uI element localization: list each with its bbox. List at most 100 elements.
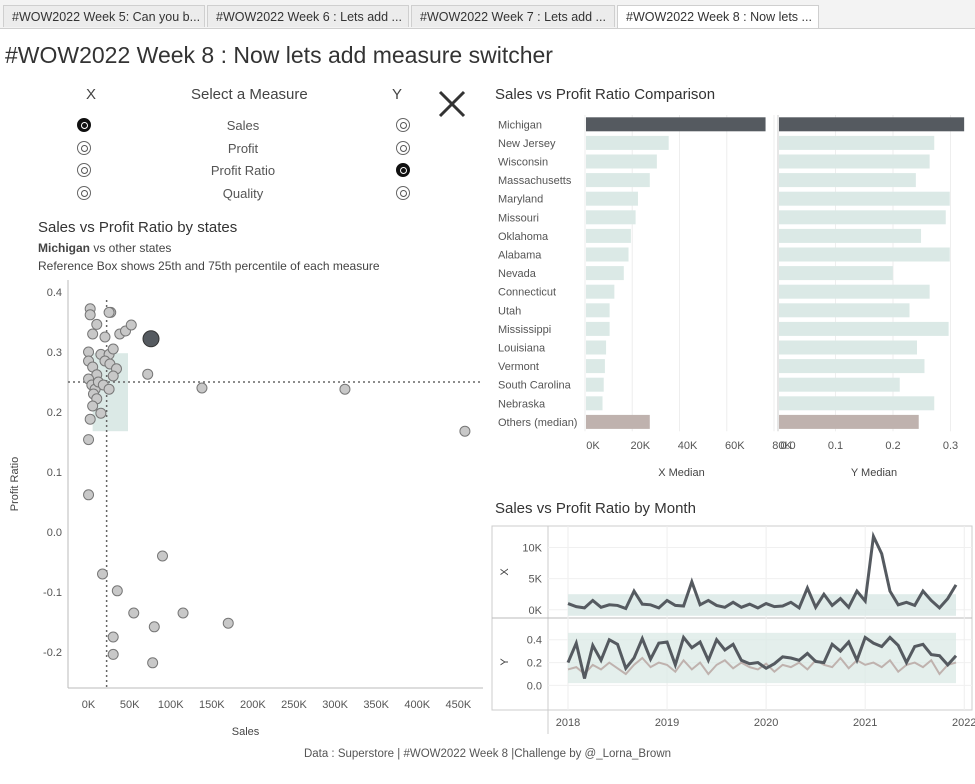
- scatter-subtitle-highlight: Michigan: [38, 241, 91, 255]
- x-radio-quality[interactable]: [77, 186, 91, 200]
- state-label: Michigan: [498, 119, 542, 131]
- state-label: Wisconsin: [498, 157, 548, 169]
- y-median-bar: [779, 303, 910, 318]
- y-tick-label: 0.2: [47, 407, 62, 419]
- scatter-point: [91, 318, 103, 330]
- state-label: Vermont: [498, 361, 539, 373]
- y-tick-label: 0.1: [47, 467, 62, 479]
- x-radio-sales[interactable]: [77, 118, 91, 132]
- x-tick-label: 150K: [199, 699, 225, 711]
- state-label: South Carolina: [498, 380, 572, 392]
- state-label: New Jersey: [498, 138, 556, 150]
- scatter-point: [95, 407, 107, 419]
- y-header: Y: [392, 86, 403, 103]
- scatter-point: [459, 425, 471, 437]
- select-measure-title: Select a Measure: [191, 86, 308, 103]
- scatter-point: [87, 328, 99, 340]
- scatter-point: [111, 585, 123, 597]
- x-median-bar: [586, 284, 615, 299]
- state-label: Oklahoma: [498, 231, 549, 243]
- measure-label-quality: Quality: [222, 186, 264, 201]
- monthly-chart: 2018 2019 2020 2021 2022 10K 5K 0K X 0.4 0.2 0.0 Y: [491, 525, 975, 734]
- scatter-point: [147, 657, 159, 669]
- other-states-band: [568, 632, 956, 684]
- y-panel-label: Y: [499, 658, 511, 666]
- tab-week-8[interactable]: #WOW2022 Week 8 : Now lets ...: [617, 5, 819, 28]
- x-tick-label: 0K: [82, 699, 96, 711]
- x-median-bar: [586, 247, 629, 262]
- tab-week-6[interactable]: #WOW2022 Week 6 : Lets add ...: [207, 5, 409, 27]
- y-median-bar: [779, 321, 949, 336]
- state-label: Nevada: [498, 268, 537, 280]
- scatter-point: [107, 648, 119, 660]
- scatter-point: [107, 370, 119, 382]
- y-median-bar: [779, 247, 950, 262]
- x-median-tick: 80K: [772, 440, 792, 452]
- state-label: Massachusetts: [498, 175, 572, 187]
- scatter-point: [99, 331, 111, 343]
- tab-week-5[interactable]: #WOW2022 Week 5: Can you b...: [3, 5, 205, 27]
- tab-week-7[interactable]: #WOW2022 Week 7 : Lets add ...: [411, 5, 615, 27]
- y-radio-quality[interactable]: [396, 186, 410, 200]
- y-median-tick: 0.0: [780, 440, 795, 452]
- scatter-point: [103, 306, 115, 318]
- y-median-bar: [779, 173, 916, 188]
- x-median-bar: [586, 117, 766, 132]
- monthly-title: Sales vs Profit Ratio by Month: [495, 500, 696, 517]
- scatter-point: [103, 383, 115, 395]
- x-median-tick: 0K: [586, 440, 600, 452]
- x-median-bar: [586, 135, 669, 150]
- state-label: Mississippi: [498, 324, 551, 336]
- x-tick: 10K: [522, 543, 542, 555]
- y-radio-profit[interactable]: [396, 141, 410, 155]
- x-header: X: [86, 86, 97, 103]
- x-radio-profit-ratio[interactable]: [77, 163, 91, 177]
- state-label: Others (median): [498, 417, 577, 429]
- x-median-tick: 20K: [630, 440, 650, 452]
- y-radio-profit-ratio[interactable]: [396, 163, 410, 177]
- x-tick: 5K: [529, 574, 543, 586]
- measure-label-profit: Profit: [227, 141, 259, 156]
- y-tick-label: 0.4: [47, 287, 62, 299]
- x-median-bar: [586, 210, 636, 225]
- x-median-tick: 60K: [725, 440, 745, 452]
- x-radio-profit[interactable]: [77, 141, 91, 155]
- y-median-title: Y Median: [851, 467, 897, 479]
- scatter-title: Sales vs Profit Ratio by states: [38, 219, 238, 236]
- x-median-bar: [586, 377, 604, 392]
- y-median-bar: [779, 284, 930, 299]
- x-median-bar: [586, 228, 631, 243]
- year-label: 2018: [556, 717, 580, 729]
- scatter-point: [83, 489, 95, 501]
- scatter-point: [84, 413, 96, 425]
- x-median-bar: [586, 154, 657, 169]
- x-tick-label: 250K: [281, 699, 307, 711]
- x-panel-label: X: [499, 568, 511, 576]
- year-label: 2019: [655, 717, 679, 729]
- scatter-point: [177, 607, 189, 619]
- scatter-point: [125, 319, 137, 331]
- scatter-point: [157, 550, 169, 562]
- y-tick-label: 0.3: [47, 347, 62, 359]
- state-label: Alabama: [498, 250, 542, 262]
- y-median-bar: [779, 377, 900, 392]
- comparison-title: Sales vs Profit Ratio Comparison: [495, 86, 716, 103]
- state-label: Connecticut: [498, 287, 556, 299]
- x-tick-label: 100K: [158, 699, 184, 711]
- close-icon[interactable]: [436, 88, 468, 120]
- y-median-tick: 0.1: [828, 440, 843, 452]
- y-median-bar: [779, 340, 917, 355]
- scatter-point: [107, 631, 119, 643]
- scatter-point: [128, 607, 140, 619]
- scatter-point: [87, 400, 99, 412]
- y-median-bar: [779, 191, 950, 206]
- scatter-point: [196, 382, 208, 394]
- scatter-point-michigan: [142, 330, 160, 348]
- state-label: Nebraska: [498, 398, 546, 410]
- y-radio-sales[interactable]: [396, 118, 410, 132]
- x-median-bar: [586, 321, 610, 336]
- scatter-chart: 0.4 0.3 0.2 0.1 0.0 -0.1 -0.2 0K 50K 100K 150K 200K…: [9, 280, 483, 738]
- scatter-point: [222, 617, 234, 629]
- x-median-bar: [586, 414, 650, 429]
- y-median-bar: [779, 135, 935, 150]
